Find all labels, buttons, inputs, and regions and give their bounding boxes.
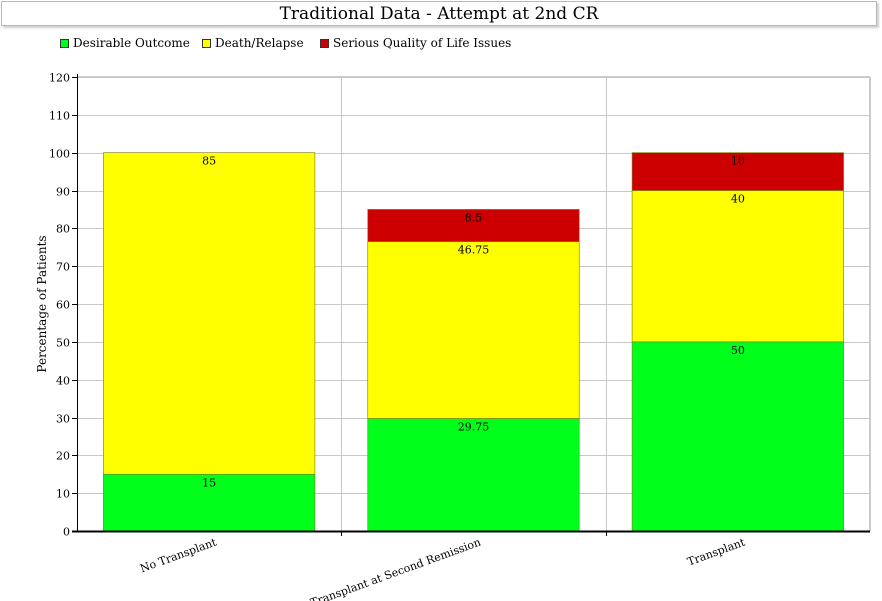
y-tick-label: 90 xyxy=(56,186,70,199)
bar-segment xyxy=(103,152,316,475)
y-tick-label: 60 xyxy=(56,299,70,312)
y-tick-label: 0 xyxy=(63,526,70,539)
bar-segment xyxy=(631,152,844,191)
bar-segment xyxy=(631,341,844,532)
bar-segment xyxy=(367,241,580,419)
y-tick-label: 110 xyxy=(49,110,70,123)
y-tick-label: 50 xyxy=(56,337,70,350)
x-tick-label: Transplant xyxy=(686,535,748,568)
bar-value-label: 85 xyxy=(202,155,216,168)
chart-title: Traditional Data - Attempt at 2nd CR xyxy=(1,1,877,26)
bar-segment xyxy=(631,190,844,343)
legend-label-desirable-outcome: Desirable Outcome xyxy=(73,36,190,50)
y-tick-label: 70 xyxy=(56,261,70,274)
legend-swatch-serious-qol xyxy=(320,39,329,48)
y-tick-label: 100 xyxy=(49,148,70,161)
bar-segment xyxy=(367,209,580,242)
y-tick-label: 30 xyxy=(56,413,70,426)
legend-label-serious-qol: Serious Quality of Life Issues xyxy=(333,36,512,50)
y-axis-label: Percentage of Patients xyxy=(35,235,49,372)
bar-value-label: 40 xyxy=(731,193,745,206)
bar-value-label: 8.5 xyxy=(465,211,483,224)
x-tick-label: Transplant at Second Remission xyxy=(309,536,483,601)
y-tick-label: 10 xyxy=(56,488,70,501)
legend-swatch-desirable-outcome xyxy=(60,39,69,48)
bar-value-label: 10 xyxy=(731,155,745,168)
y-tick-label: 80 xyxy=(56,223,70,236)
bar-value-label: 15 xyxy=(202,476,216,489)
bar-segment xyxy=(367,418,580,532)
y-tick-label: 40 xyxy=(56,375,70,388)
bar-value-label: 46.75 xyxy=(458,244,490,257)
y-tick-label: 20 xyxy=(56,450,70,463)
x-tick-label: No Transplant xyxy=(138,535,218,575)
legend-label-death-relapse: Death/Relapse xyxy=(215,36,304,50)
bar-segment xyxy=(103,473,316,532)
bar-value-label: 29.75 xyxy=(458,420,490,433)
y-tick-label: 120 xyxy=(49,72,70,85)
legend-swatch-death-relapse xyxy=(202,39,211,48)
bar-value-label: 50 xyxy=(731,344,745,357)
